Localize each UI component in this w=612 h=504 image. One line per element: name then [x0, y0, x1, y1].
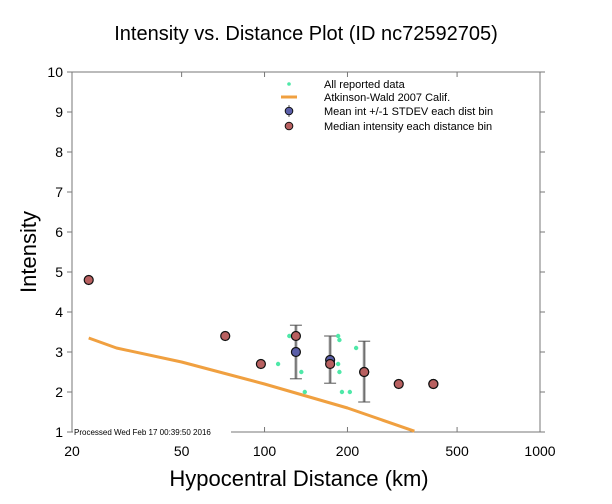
legend-mean-icon: [284, 106, 294, 116]
x-tick-label: 200: [336, 443, 360, 459]
y-tick-label: 8: [55, 144, 63, 160]
median-point: [325, 358, 336, 370]
y-tick-label: 4: [55, 304, 63, 320]
y-tick-label: 5: [55, 264, 63, 280]
all-reported-series: [275, 333, 437, 395]
atkinson-wald-series: [88, 336, 415, 433]
reported-data-point: [337, 337, 342, 343]
x-tick-label: 1000: [524, 443, 555, 459]
y-tick-label: 10: [47, 64, 63, 80]
y-axis-label: Intensity: [16, 211, 41, 293]
reported-data-point: [337, 369, 342, 375]
plot-frame: [71, 71, 541, 433]
legend-label: Atkinson-Wald 2007 Calif.: [324, 92, 450, 104]
reported-data-point: [299, 369, 304, 375]
legend-label: Median intensity each distance bin: [324, 121, 492, 133]
median-point: [393, 378, 404, 390]
x-tick-label: 100: [253, 443, 277, 459]
legend-dot-icon: [287, 82, 291, 86]
reported-data-point: [335, 361, 341, 367]
median-point: [428, 378, 439, 390]
x-tick-label: 500: [445, 443, 469, 459]
reported-data-point: [335, 333, 341, 339]
y-tick-label: 3: [55, 344, 63, 360]
median-series: [83, 274, 439, 390]
reported-data-point: [287, 333, 292, 339]
median-point: [255, 358, 266, 370]
atkinson-wald-line: [88, 336, 415, 433]
reported-data-point: [353, 345, 359, 351]
y-tick-label: 9: [55, 104, 63, 120]
median-point: [359, 366, 370, 378]
y-tick-label: 6: [55, 224, 63, 240]
annotation-bg: [73, 427, 231, 437]
y-axis: 1 2 3 4 5 6 7 8 9 10: [47, 64, 545, 440]
x-axis: 20 50 100 200 500 1000: [64, 72, 556, 459]
mean-stdev-series: [289, 324, 439, 403]
reported-data-point: [275, 361, 281, 367]
y-tick-label: 2: [55, 384, 63, 400]
reported-data-point: [302, 389, 307, 395]
chart-title: Intensity vs. Distance Plot (ID nc725927…: [114, 23, 498, 45]
mean-point: [290, 346, 302, 358]
x-tick-label: 20: [64, 443, 80, 459]
x-tick-label: 50: [174, 443, 190, 459]
reported-data-point: [339, 389, 345, 395]
processed-timestamp: Processed Wed Feb 17 00:39:50 2016: [74, 428, 211, 437]
legend-label: All reported data: [324, 79, 406, 91]
median-point: [290, 330, 302, 342]
x-axis-label: Hypocentral Distance (km): [169, 466, 428, 491]
reported-data-point: [347, 389, 353, 395]
median-point: [83, 274, 94, 286]
y-tick-label: 1: [55, 424, 63, 440]
y-tick-label: 7: [55, 184, 63, 200]
median-point: [220, 330, 231, 342]
legend-label: Mean int +/-1 STDEV each dist bin: [324, 106, 493, 118]
legend-median-icon: [284, 121, 294, 131]
